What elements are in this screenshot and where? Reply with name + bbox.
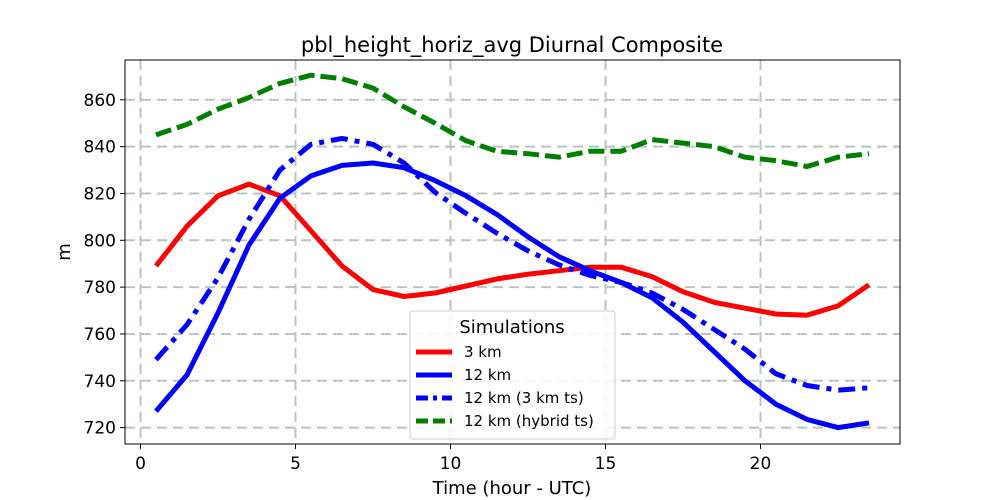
- x-tick-label: 0: [135, 454, 146, 474]
- y-tick-label: 740: [84, 372, 116, 392]
- y-axis-label: m: [54, 243, 75, 261]
- y-tick-label: 800: [84, 231, 116, 251]
- chart-title: pbl_height_horiz_avg Diurnal Composite: [301, 33, 723, 58]
- legend-label: 3 km: [464, 343, 502, 361]
- y-tick-label: 840: [84, 138, 116, 158]
- series-lines: [154, 72, 871, 431]
- y-tick-label: 760: [84, 325, 116, 345]
- x-tick-label: 15: [595, 454, 617, 474]
- x-tick-label: 20: [750, 454, 772, 474]
- series-line: [155, 72, 870, 169]
- y-tick-label: 820: [84, 184, 116, 204]
- legend-label: 12 km: [464, 366, 511, 384]
- legend-items: 3 km 12 km 12 km (3 km ts) 12 km (hybrid ts…: [416, 343, 594, 430]
- legend: Simulations 3 km 12 km 12 km (3 km ts) 12 k…: [409, 310, 616, 440]
- y-tick-label: 720: [84, 419, 116, 439]
- legend-title: Simulations: [459, 317, 564, 338]
- x-axis-label: Time (hour - UTC): [432, 478, 592, 499]
- y-axis-ticks: 720 740 760 780 800 820 840 860: [84, 91, 125, 439]
- x-axis-ticks: 0 5 10 15 20: [135, 444, 771, 474]
- y-tick-label: 780: [84, 278, 116, 298]
- plot-frame: [124, 59, 901, 445]
- legend-label: 12 km (3 km ts): [464, 389, 584, 407]
- y-tick-label: 860: [84, 91, 116, 111]
- series-line: [154, 135, 870, 393]
- legend-box: [409, 310, 616, 440]
- series-line: [154, 160, 870, 431]
- x-tick-label: 10: [440, 454, 462, 474]
- x-tick-label: 5: [290, 454, 301, 474]
- legend-label: 12 km (hybrid ts): [464, 412, 594, 430]
- series-line: [154, 181, 871, 318]
